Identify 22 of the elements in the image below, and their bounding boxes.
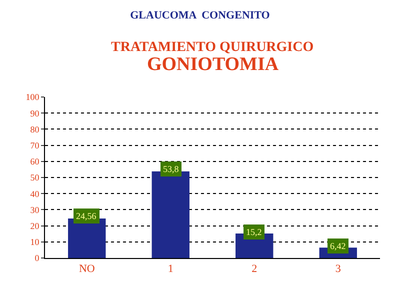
data-label: 53,8 (163, 164, 180, 174)
y-tick-label: 70 (30, 140, 40, 150)
x-tick-label: NO (78, 263, 95, 276)
x-tick-label: 3 (335, 263, 342, 276)
y-tick-label: 30 (30, 204, 40, 215)
x-tick-label: 1 (168, 263, 174, 276)
data-label: 6,42 (330, 241, 346, 251)
y-tick-label: 60 (30, 156, 40, 167)
y-tick-label: 50 (30, 172, 40, 183)
y-tick-label: 0 (34, 253, 40, 264)
data-label: 15,2 (246, 227, 262, 237)
chart-title: GLAUCOMA CONGENITO (130, 9, 270, 22)
data-label: 24,56 (76, 211, 97, 221)
y-tick-label: 10 (30, 237, 40, 248)
x-tick-label: 2 (252, 263, 258, 276)
y-tick-label: 40 (30, 188, 40, 199)
y-tick-label: 90 (30, 108, 40, 118)
y-tick-label: 100 (26, 92, 40, 102)
text: GONIOTOMIA (147, 54, 279, 75)
chart-subtitle: TRATAMIENTO QUIRURGICO (111, 40, 314, 55)
y-tick-label: 20 (30, 220, 40, 231)
y-tick-label: 80 (30, 124, 40, 134)
